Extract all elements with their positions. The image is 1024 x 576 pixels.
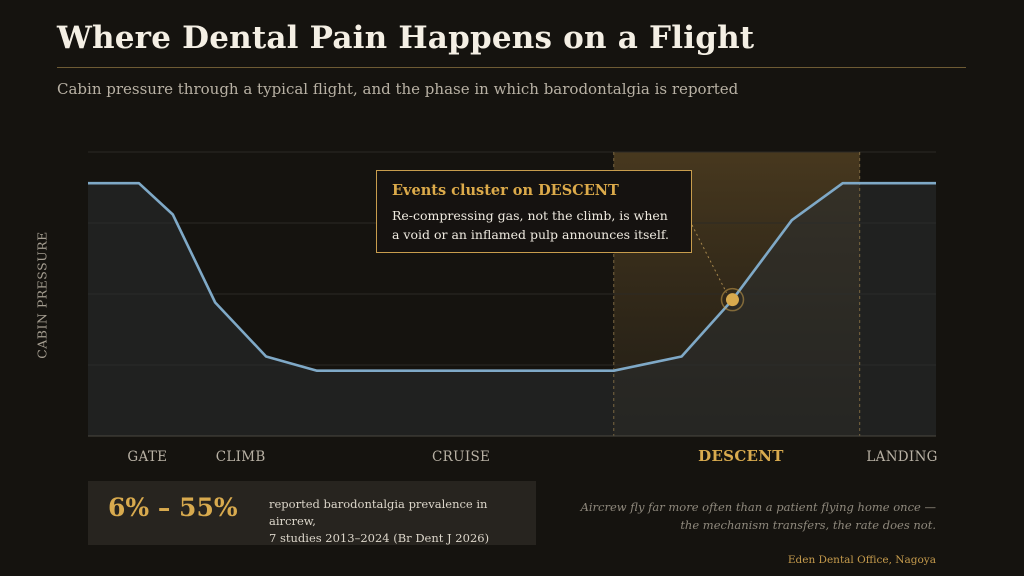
prevalence-stat-box: 6% – 55% reported barodontalgia prevalen… <box>88 481 536 545</box>
prevalence-value: 6% – 55% <box>108 493 238 522</box>
title-divider <box>57 67 966 68</box>
footnote-quote: Aircrew fly far more often than a patien… <box>536 498 936 534</box>
pressure-line <box>88 181 936 372</box>
phase-label-landing: LANDING <box>866 449 938 465</box>
prevalence-line-1: reported barodontalgia prevalence in air… <box>269 497 488 528</box>
credit-text: Eden Dental Office, Nagoya <box>787 554 936 566</box>
prevalence-description: reported barodontalgia prevalence in air… <box>269 496 534 547</box>
phase-label-climb: CLIMB <box>215 449 266 465</box>
prevalence-line-2: 7 studies 2013–2024 (Br Dent J 2026) <box>269 531 490 545</box>
page-title: Where Dental Pain Happens on a Flight <box>57 20 755 56</box>
phase-label-gate: GATE <box>127 449 168 465</box>
descent-marker-ring <box>720 287 745 312</box>
callout-title: Events cluster on DESCENT <box>392 182 619 199</box>
quote-line-1: Aircrew fly far more often than a patien… <box>580 500 936 514</box>
pressure-area <box>88 183 936 436</box>
phase-label-cruise: CRUISE <box>432 449 491 465</box>
callout-body: Re-compressing gas, not the climb, is wh… <box>392 208 669 242</box>
descent-marker <box>725 293 739 307</box>
page-subtitle: Cabin pressure through a typical flight,… <box>57 80 739 98</box>
phase-label-descent: DESCENT <box>698 447 784 465</box>
quote-line-2: the mechanism transfers, the rate does n… <box>680 518 936 532</box>
descent-callout: Events cluster on DESCENT Re-compressing… <box>376 170 692 253</box>
